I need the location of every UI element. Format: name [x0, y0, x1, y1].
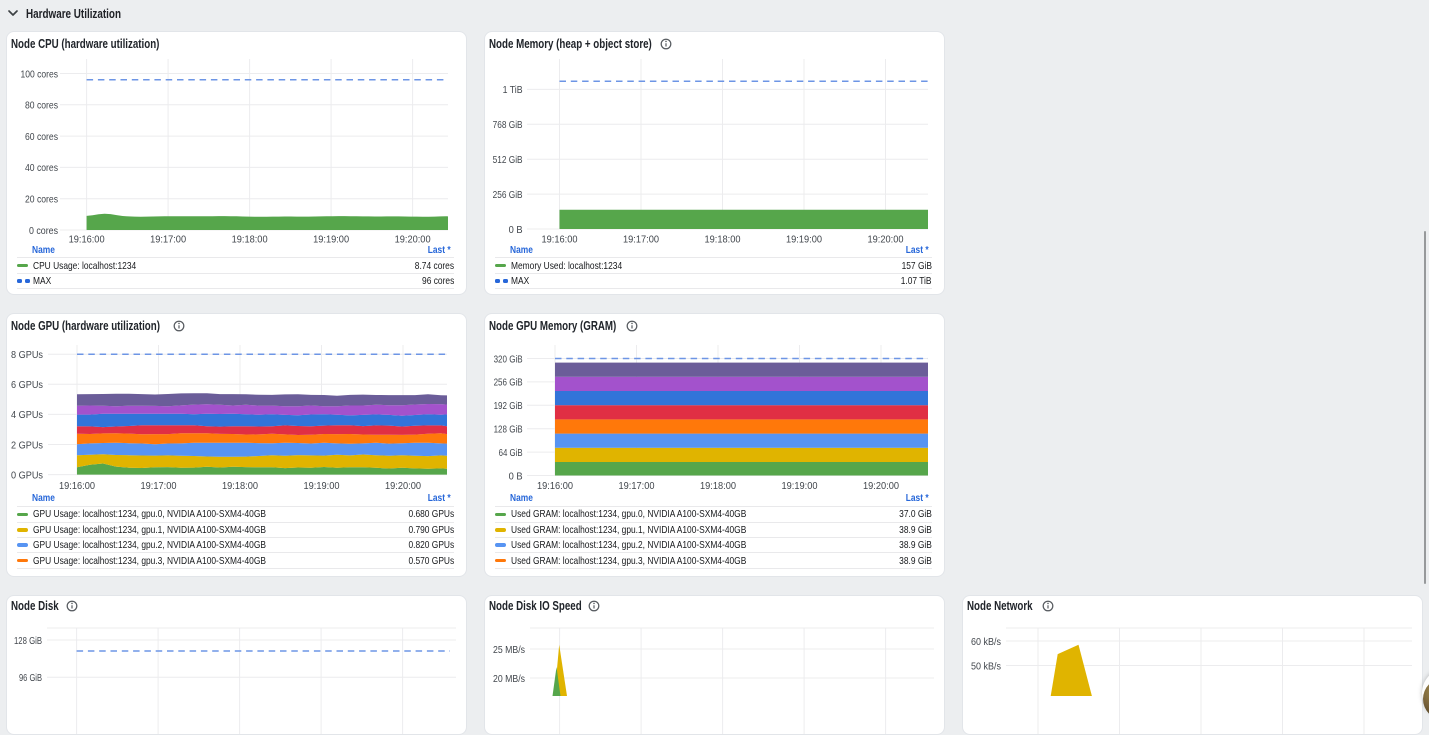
svg-text:19:19:00: 19:19:00: [786, 233, 822, 245]
svg-text:512 GiB: 512 GiB: [493, 154, 523, 166]
svg-text:19:20:00: 19:20:00: [395, 233, 431, 245]
svg-text:0 GPUs: 0 GPUs: [11, 469, 43, 481]
svg-text:25 MB/s: 25 MB/s: [493, 644, 525, 656]
svg-text:19:17:00: 19:17:00: [150, 233, 186, 245]
svg-text:128 GiB: 128 GiB: [14, 635, 42, 647]
svg-text:19:16:00: 19:16:00: [537, 480, 573, 492]
svg-text:19:18:00: 19:18:00: [232, 233, 268, 245]
svg-text:19:18:00: 19:18:00: [700, 480, 736, 492]
svg-text:20 cores: 20 cores: [25, 194, 58, 206]
svg-text:80 cores: 80 cores: [25, 100, 58, 112]
svg-text:19:17:00: 19:17:00: [623, 233, 659, 245]
svg-text:2 GPUs: 2 GPUs: [11, 439, 43, 451]
svg-text:256 GiB: 256 GiB: [494, 377, 523, 389]
svg-text:19:18:00: 19:18:00: [705, 233, 741, 245]
svg-text:19:20:00: 19:20:00: [868, 233, 904, 245]
svg-text:64 GiB: 64 GiB: [499, 447, 523, 459]
svg-text:128 GiB: 128 GiB: [494, 424, 523, 436]
svg-text:19:19:00: 19:19:00: [304, 480, 340, 492]
svg-text:19:18:00: 19:18:00: [222, 480, 258, 492]
svg-text:19:16:00: 19:16:00: [59, 480, 95, 492]
svg-text:19:16:00: 19:16:00: [69, 233, 105, 245]
svg-text:50 kB/s: 50 kB/s: [971, 660, 1001, 672]
svg-text:768 GiB: 768 GiB: [493, 119, 523, 131]
svg-text:40 cores: 40 cores: [25, 162, 58, 174]
svg-text:19:17:00: 19:17:00: [619, 480, 655, 492]
svg-text:320 GiB: 320 GiB: [494, 353, 523, 365]
svg-text:0 cores: 0 cores: [29, 225, 58, 237]
svg-text:60 cores: 60 cores: [25, 131, 58, 143]
svg-text:60 kB/s: 60 kB/s: [971, 636, 1001, 648]
svg-text:100 cores: 100 cores: [21, 68, 59, 80]
svg-text:256 GiB: 256 GiB: [493, 189, 523, 201]
svg-text:20 MB/s: 20 MB/s: [493, 673, 525, 685]
svg-text:0 B: 0 B: [509, 470, 523, 482]
svg-text:19:20:00: 19:20:00: [385, 480, 421, 492]
svg-text:19:19:00: 19:19:00: [313, 233, 349, 245]
svg-text:1 TiB: 1 TiB: [503, 84, 523, 96]
svg-text:8 GPUs: 8 GPUs: [11, 349, 43, 361]
svg-text:96 GiB: 96 GiB: [19, 672, 42, 684]
svg-text:19:16:00: 19:16:00: [542, 233, 578, 245]
svg-text:4 GPUs: 4 GPUs: [11, 409, 43, 421]
svg-text:19:20:00: 19:20:00: [863, 480, 899, 492]
svg-text:192 GiB: 192 GiB: [494, 400, 523, 412]
svg-text:0 B: 0 B: [509, 224, 523, 236]
svg-text:6 GPUs: 6 GPUs: [11, 379, 43, 391]
svg-text:19:19:00: 19:19:00: [782, 480, 818, 492]
svg-text:19:17:00: 19:17:00: [141, 480, 177, 492]
